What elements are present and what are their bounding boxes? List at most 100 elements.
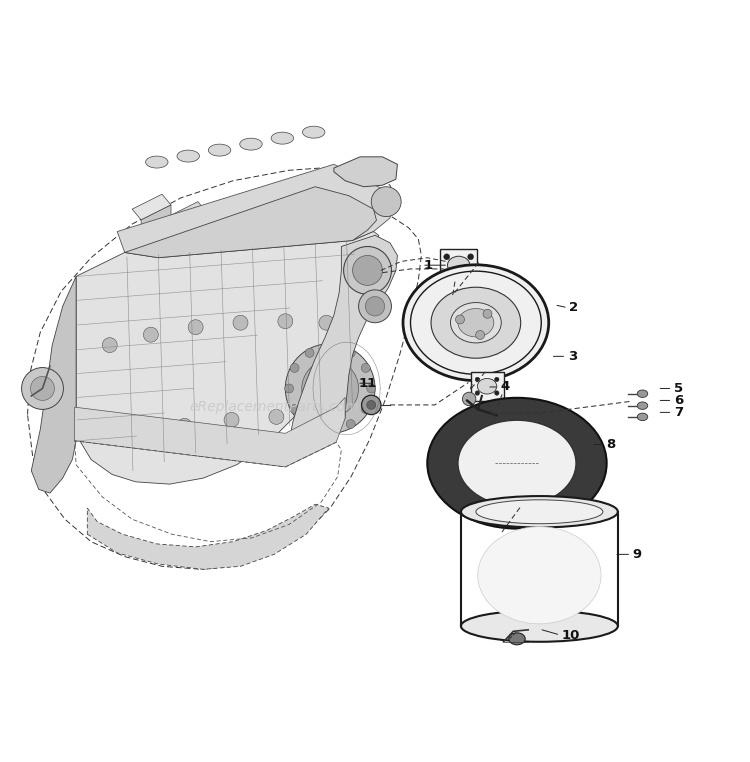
Circle shape [346, 348, 355, 357]
Circle shape [302, 360, 358, 417]
Circle shape [468, 271, 474, 277]
Ellipse shape [431, 287, 520, 358]
Polygon shape [117, 165, 394, 258]
Circle shape [278, 314, 292, 328]
Ellipse shape [461, 610, 618, 642]
Text: 11: 11 [358, 376, 376, 389]
Circle shape [290, 405, 299, 414]
Circle shape [468, 254, 474, 260]
Polygon shape [204, 209, 243, 235]
Circle shape [476, 391, 479, 395]
Ellipse shape [410, 271, 542, 374]
Circle shape [31, 376, 55, 400]
Ellipse shape [476, 500, 603, 523]
Text: eReplacementParts.com: eReplacementParts.com [189, 400, 358, 415]
Ellipse shape [458, 309, 494, 337]
Text: 6: 6 [674, 394, 683, 407]
Circle shape [365, 296, 385, 316]
Ellipse shape [458, 420, 576, 506]
Text: 5: 5 [674, 382, 683, 395]
Circle shape [362, 405, 370, 414]
Circle shape [290, 363, 299, 373]
Polygon shape [334, 157, 398, 187]
FancyBboxPatch shape [440, 248, 477, 282]
Ellipse shape [451, 303, 501, 343]
Circle shape [362, 363, 370, 373]
Ellipse shape [461, 496, 618, 527]
Circle shape [455, 315, 464, 324]
Circle shape [371, 187, 401, 216]
Ellipse shape [478, 527, 601, 624]
Circle shape [463, 392, 476, 405]
Circle shape [285, 344, 375, 434]
Text: 10: 10 [562, 629, 580, 642]
Ellipse shape [638, 413, 648, 421]
Polygon shape [132, 194, 171, 220]
Circle shape [132, 426, 147, 440]
Circle shape [305, 420, 314, 428]
Circle shape [476, 377, 479, 382]
Polygon shape [124, 187, 376, 258]
Text: 2: 2 [569, 301, 578, 314]
Circle shape [224, 412, 239, 427]
Circle shape [494, 391, 499, 395]
Circle shape [269, 409, 284, 424]
Polygon shape [289, 235, 398, 447]
Polygon shape [311, 232, 350, 258]
Circle shape [444, 254, 450, 260]
Circle shape [326, 425, 334, 434]
Ellipse shape [177, 150, 200, 162]
Circle shape [326, 343, 334, 352]
Polygon shape [275, 224, 314, 250]
Polygon shape [249, 227, 278, 291]
Circle shape [305, 348, 314, 357]
Ellipse shape [638, 390, 648, 398]
Polygon shape [76, 232, 379, 484]
Polygon shape [240, 216, 278, 242]
Text: 9: 9 [633, 548, 642, 561]
Circle shape [233, 315, 248, 330]
Polygon shape [32, 277, 76, 493]
Circle shape [444, 271, 450, 277]
Ellipse shape [448, 256, 470, 274]
Polygon shape [177, 213, 207, 276]
Text: 8: 8 [607, 438, 616, 451]
Polygon shape [87, 504, 328, 569]
Ellipse shape [146, 156, 168, 168]
Circle shape [362, 395, 381, 415]
Circle shape [284, 384, 293, 393]
Polygon shape [168, 202, 207, 227]
Polygon shape [141, 205, 171, 268]
Ellipse shape [509, 632, 525, 645]
Circle shape [346, 420, 355, 428]
Ellipse shape [240, 138, 262, 150]
Polygon shape [320, 242, 350, 306]
Ellipse shape [302, 126, 325, 138]
Circle shape [22, 367, 64, 409]
Circle shape [311, 411, 326, 426]
Polygon shape [284, 235, 314, 299]
Ellipse shape [477, 379, 496, 394]
Ellipse shape [427, 398, 607, 529]
Circle shape [367, 384, 376, 393]
Circle shape [358, 290, 392, 323]
FancyBboxPatch shape [471, 372, 503, 401]
Circle shape [344, 246, 392, 294]
Circle shape [143, 327, 158, 342]
Text: 1: 1 [424, 258, 433, 272]
Polygon shape [213, 220, 243, 283]
Circle shape [483, 309, 492, 319]
Circle shape [352, 255, 382, 285]
Polygon shape [74, 398, 345, 467]
Ellipse shape [403, 265, 549, 381]
Circle shape [177, 418, 192, 434]
Circle shape [102, 338, 117, 353]
Circle shape [367, 400, 376, 409]
Circle shape [188, 320, 203, 335]
Circle shape [494, 377, 499, 382]
Text: 4: 4 [500, 380, 510, 393]
Text: 7: 7 [674, 406, 683, 419]
Ellipse shape [209, 144, 231, 156]
Text: 3: 3 [568, 350, 577, 363]
Circle shape [319, 315, 334, 330]
